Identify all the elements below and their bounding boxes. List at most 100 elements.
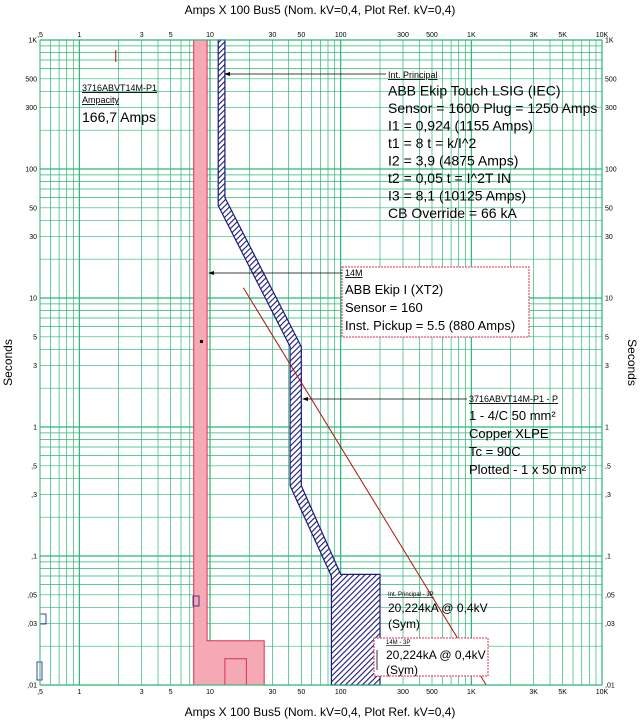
x-tick-label-bottom: 500 xyxy=(426,689,438,696)
x-tick-label-top: 3 xyxy=(140,32,144,39)
x-tick-label-top: 3K xyxy=(529,32,538,39)
leader-arrow xyxy=(208,271,214,275)
annotation-int-principal-line: t1 = 8 t = k/I^2 xyxy=(388,135,477,151)
x-tick-label-bottom: 3K xyxy=(529,689,538,696)
y-tick-label-right: 3 xyxy=(605,363,609,370)
x-tick-label-top: ,5 xyxy=(37,32,43,39)
y-tick-label-left: 1 xyxy=(33,425,37,432)
chart-title-top: Amps X 100 Bus5 (Nom. kV=0,4, Plot Ref. … xyxy=(185,3,456,17)
x-tick-label-top: 500 xyxy=(426,32,438,39)
y-tick-label-left: 50 xyxy=(29,205,37,212)
annotation-int-principal-line: ABB Ekip Touch LSIG (IEC) xyxy=(388,83,560,99)
x-tick-label-bottom: 300 xyxy=(397,689,409,696)
y-tick-label-left: ,03 xyxy=(27,621,37,628)
annotation-int-principal-line: CB Override = 66 kA xyxy=(388,205,517,221)
annotation-14m-line: Sensor = 160 xyxy=(345,300,423,315)
x-tick-label-bottom: 1K xyxy=(467,689,476,696)
y-tick-label-left: ,3 xyxy=(31,492,37,499)
annotations: 3716ABVT14M-P1 Ampacity 166,7 Amps Int. Pri… xyxy=(36,70,597,681)
curve-int-principal-band xyxy=(217,39,381,686)
y-tick-label-right: ,1 xyxy=(605,554,611,561)
x-tick-label-top: 100 xyxy=(335,32,347,39)
x-tick-label-bottom: 5 xyxy=(169,689,173,696)
x-tick-label-bottom: 5K xyxy=(558,689,567,696)
y-tick-label-right: ,05 xyxy=(605,592,615,599)
y-tick-label-right: 10 xyxy=(605,296,613,303)
annotation-int-principal: Int. Principal ABB Ekip Touch LSIG (IEC)S… xyxy=(388,70,597,221)
y-tick-label-left: 3 xyxy=(33,363,37,370)
annotation-ampacity: 3716ABVT14M-P1 Ampacity 166,7 Amps xyxy=(82,83,157,125)
annotation-cable-line: Plotted - 1 x 50 mm² xyxy=(469,462,587,477)
y-tick-label-left: 1K xyxy=(28,38,37,45)
leader-arrow xyxy=(224,72,230,76)
y-tick-label-right: 50 xyxy=(605,205,613,212)
x-tick-label-top: 10K xyxy=(596,32,609,39)
x-tick-label-top: 10 xyxy=(206,32,214,39)
x-tick-label-top: 5K xyxy=(558,32,567,39)
annotation-cable-line: Tc = 90C xyxy=(469,444,521,459)
y-tick-label-left: 30 xyxy=(29,234,37,241)
y-tick-label-right: 30 xyxy=(605,234,613,241)
y-tick-label-right: ,3 xyxy=(605,492,611,499)
x-tick-label-bottom: 30 xyxy=(268,689,276,696)
y-tick-label-right: 5 xyxy=(605,334,609,341)
x-tick-label-top: 1K xyxy=(467,32,476,39)
annotation-ampacity-line: Ampacity xyxy=(82,95,120,105)
x-tick-label-bottom: ,5 xyxy=(37,689,43,696)
y-tick-label-left: ,1 xyxy=(31,554,37,561)
grid xyxy=(39,39,603,686)
annotation-14m-3p-box xyxy=(373,637,489,677)
y-axis-label-left: Seconds xyxy=(1,339,15,386)
y-tick-label-left: 100 xyxy=(25,167,37,174)
y-tick-label-left: 5 xyxy=(33,334,37,341)
y-tick-label-right: ,5 xyxy=(605,463,611,470)
annotation-cable-title: 3716ABVT14M-P1 - P xyxy=(469,394,558,404)
annotation-14m-3p: 14M - 3P 20,224kA @ 0,4kV(Sym) xyxy=(386,640,486,677)
axis-ticks: ,5 ,5 1 1 3 3 5 5 10 10 30 30 50 50 100 100 300 300 500 500… xyxy=(25,32,616,696)
x-tick-label-top: 1 xyxy=(77,32,81,39)
y-tick-label-right: 1 xyxy=(605,425,609,432)
x-tick-label-bottom: 100 xyxy=(335,689,347,696)
x-tick-label-top: 30 xyxy=(268,32,276,39)
annotation-int-principal-line: Sensor = 1600 Plug = 1250 Amps xyxy=(388,100,597,116)
x-tick-label-bottom: 1 xyxy=(77,689,81,696)
annotation-int-principal-line: t2 = 0,05 t = I^2T IN xyxy=(388,170,511,186)
chart-title-bottom: Amps X 100 Bus5 (Nom. kV=0,4, Plot Ref. … xyxy=(185,705,456,719)
y-tick-label-left: 10 xyxy=(29,296,37,303)
x-tick-label-top: 5 xyxy=(169,32,173,39)
curve-14m-notch xyxy=(224,658,247,686)
annotation-int-principal-3p-line: (Sym) xyxy=(388,617,420,631)
curve-cable-damage xyxy=(242,287,487,686)
curve-14m-band xyxy=(193,39,265,686)
leader-arrow xyxy=(302,397,308,401)
y-tick-label-left: ,05 xyxy=(27,592,37,599)
annotation-ampacity-line: 166,7 Amps xyxy=(82,109,156,125)
plot-frame xyxy=(39,39,603,686)
y-tick-label-right: 100 xyxy=(605,167,617,174)
marker-point xyxy=(199,340,203,344)
y-axis-label-right: Seconds xyxy=(625,339,639,386)
annotation-14m-3p-line: 20,224kA @ 0,4kV xyxy=(386,648,486,662)
small-marker xyxy=(192,595,200,607)
y-tick-label-left: ,01 xyxy=(27,683,37,690)
annotation-int-principal-line: I2 = 3,9 (4875 Amps) xyxy=(388,153,518,169)
small-marker xyxy=(39,613,47,625)
y-tick-label-left: 300 xyxy=(25,105,37,112)
annotation-int-principal-3p-line: 20,224kA @ 0,4kV xyxy=(388,601,488,615)
x-tick-label-bottom: 50 xyxy=(297,689,305,696)
annotation-14m-3p-title: 14M - 3P xyxy=(386,640,410,646)
y-tick-label-right: ,01 xyxy=(605,683,615,690)
annotation-14m: 14M ABB Ekip I (XT2) Sensor = 160 Inst. Pic… xyxy=(345,268,515,333)
x-tick-label-bottom: 10 xyxy=(206,689,214,696)
annotation-int-principal-3p-title: Int. Principal - 3P xyxy=(388,592,434,598)
annotation-cable: 3716ABVT14M-P1 - P 1 - 4/C 50 mm² Copper X… xyxy=(469,394,587,477)
annotation-int-principal-line: I3 = 8,1 (10125 Amps) xyxy=(388,188,526,204)
annotation-14m-line: Inst. Pickup = 5.5 (880 Amps) xyxy=(345,318,515,333)
x-tick-label-bottom: 10K xyxy=(596,689,609,696)
x-tick-label-bottom: 3 xyxy=(140,689,144,696)
annotation-14m-box xyxy=(341,266,530,338)
annotation-cable-line: 1 - 4/C 50 mm² xyxy=(469,408,556,423)
annotation-14m-line: ABB Ekip I (XT2) xyxy=(345,282,443,297)
annotation-14m-3p-line: (Sym) xyxy=(386,663,418,677)
